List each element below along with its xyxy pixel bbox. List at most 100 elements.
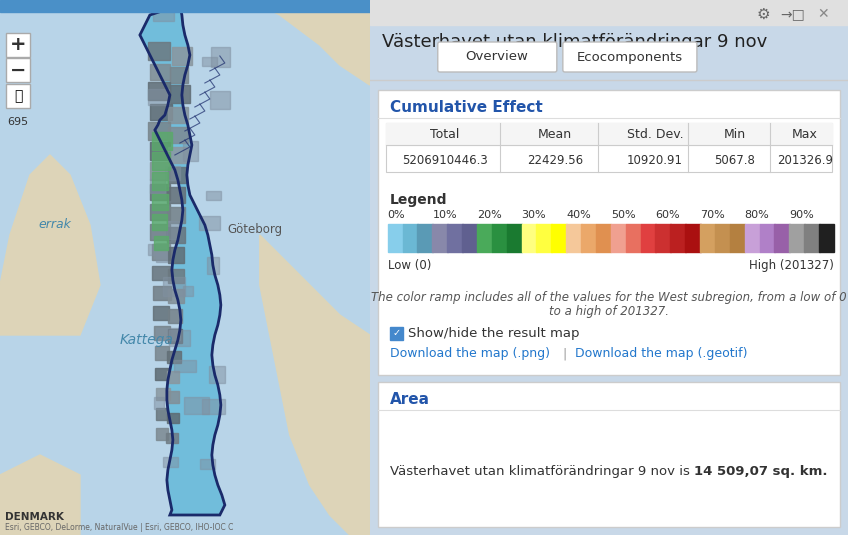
Text: Legend: Legend	[390, 193, 447, 207]
Bar	[156, 328, 180, 340]
Bar	[153, 306, 169, 320]
Bar	[156, 388, 170, 400]
Text: 14 509,07 sq. km.: 14 509,07 sq. km.	[694, 465, 828, 478]
Bar	[167, 371, 179, 383]
Bar	[150, 184, 170, 200]
Bar	[774, 224, 789, 252]
Text: 90%: 90%	[789, 210, 814, 220]
Bar	[819, 224, 834, 252]
Text: errak: errak	[38, 218, 71, 232]
Bar	[168, 309, 181, 323]
Text: Ecocomponents: Ecocomponents	[577, 50, 683, 64]
Bar	[152, 194, 168, 210]
Bar	[522, 224, 537, 252]
Text: The color ramp includes all of the values for the West subregion, from a low of : The color ramp includes all of the value…	[371, 291, 846, 303]
Bar	[148, 42, 170, 60]
Text: 🔧: 🔧	[14, 89, 22, 103]
Bar	[150, 204, 170, 220]
Bar	[386, 123, 832, 172]
Text: 22429.56: 22429.56	[527, 155, 583, 167]
Bar	[168, 289, 184, 303]
Bar	[155, 346, 169, 360]
Text: 30%: 30%	[522, 210, 546, 220]
Bar	[152, 266, 170, 280]
Polygon shape	[140, 5, 225, 515]
Bar	[656, 224, 671, 252]
Bar	[671, 224, 686, 252]
Bar	[167, 227, 185, 243]
Text: 695: 695	[8, 117, 29, 127]
Bar	[210, 90, 230, 109]
Bar	[153, 397, 165, 409]
Text: 70%: 70%	[700, 210, 725, 220]
Bar	[152, 244, 170, 260]
Text: to a high of 201327.: to a high of 201327.	[549, 305, 669, 318]
Text: Kattega: Kattega	[120, 333, 174, 347]
Bar	[0, 0, 370, 12]
Bar	[155, 368, 169, 380]
Text: →□: →□	[781, 7, 806, 21]
Bar	[166, 433, 178, 443]
FancyBboxPatch shape	[438, 42, 557, 72]
Text: Max: Max	[792, 127, 818, 141]
Text: Low (0): Low (0)	[388, 258, 431, 271]
Bar	[150, 179, 165, 193]
Bar	[150, 64, 170, 80]
Bar	[804, 224, 820, 252]
Bar	[150, 224, 170, 240]
Text: 60%: 60%	[656, 210, 680, 220]
Text: Göteborg: Göteborg	[227, 224, 282, 236]
Bar	[202, 399, 225, 414]
Bar	[789, 224, 805, 252]
Bar	[209, 366, 225, 383]
Bar	[156, 428, 168, 440]
Bar	[390, 326, 403, 340]
Text: Mean: Mean	[538, 127, 572, 141]
Text: Download the map (.geotif): Download the map (.geotif)	[575, 348, 747, 361]
Bar	[167, 187, 185, 203]
Bar	[730, 224, 745, 252]
Bar	[168, 269, 184, 283]
Bar	[417, 224, 432, 252]
Bar	[182, 141, 198, 160]
Bar	[685, 224, 700, 252]
Bar	[185, 397, 209, 415]
Bar	[700, 224, 716, 252]
Bar	[148, 244, 165, 255]
Text: ✕: ✕	[817, 7, 828, 21]
Bar	[148, 89, 169, 105]
Text: 0%: 0%	[388, 210, 405, 220]
Bar	[462, 224, 477, 252]
Text: −: −	[10, 60, 26, 80]
Text: High (201327): High (201327)	[749, 258, 834, 271]
Bar	[596, 224, 611, 252]
Bar	[163, 457, 177, 467]
Text: 5206910446.3: 5206910446.3	[402, 155, 488, 167]
Bar	[167, 207, 185, 223]
Text: Show/hide the result map: Show/hide the result map	[408, 326, 579, 340]
Text: Total: Total	[430, 127, 460, 141]
Bar	[169, 330, 190, 346]
Bar	[447, 224, 463, 252]
Polygon shape	[200, 0, 370, 85]
Text: 201326.9: 201326.9	[777, 155, 833, 167]
Bar	[168, 247, 184, 263]
Bar	[152, 152, 170, 170]
Bar	[167, 413, 179, 423]
Bar	[163, 277, 186, 296]
Bar	[477, 224, 493, 252]
Bar	[626, 224, 641, 252]
Text: Cumulative Effect: Cumulative Effect	[390, 101, 543, 116]
Bar	[168, 127, 188, 143]
Bar	[150, 104, 172, 120]
Text: |: |	[563, 348, 567, 361]
Polygon shape	[0, 455, 80, 535]
Text: Västerhavet utan klimatförändringar 9 nov: Västerhavet utan klimatförändringar 9 no…	[382, 33, 767, 51]
Text: +: +	[9, 35, 26, 55]
Bar	[745, 224, 760, 252]
Text: 50%: 50%	[611, 210, 635, 220]
Bar	[370, 0, 848, 25]
Bar	[198, 216, 220, 230]
Bar	[152, 132, 172, 150]
Bar	[537, 224, 552, 252]
